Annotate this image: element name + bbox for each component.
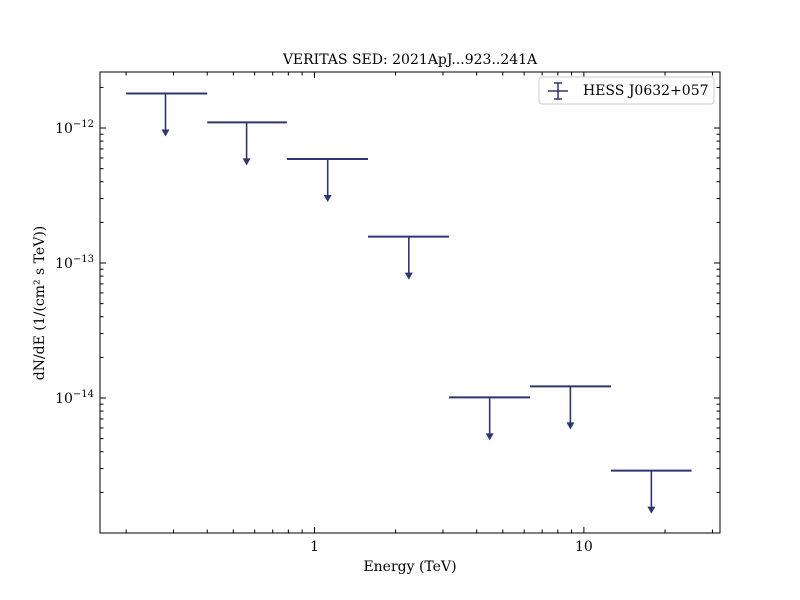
upper-limit-arrow bbox=[647, 506, 656, 514]
upper-limit-point bbox=[530, 385, 611, 430]
upper-limit-arrow bbox=[161, 129, 170, 137]
upper-limit-point bbox=[207, 121, 287, 166]
data-marks bbox=[126, 92, 692, 514]
x-tick-label: 10 bbox=[575, 539, 593, 555]
upper-limit-point bbox=[449, 396, 531, 441]
y-tick-label: 10−14 bbox=[55, 389, 94, 407]
legend-box bbox=[538, 76, 715, 105]
legend: HESS J0632+057 bbox=[538, 76, 715, 105]
tick-labels: 1 10 10−14 10−13 10−12 bbox=[55, 119, 593, 555]
upper-limit-arrow bbox=[485, 433, 494, 441]
legend-entry-label: HESS J0632+057 bbox=[583, 83, 709, 99]
upper-limit-point bbox=[610, 469, 692, 514]
upper-limit-point bbox=[367, 235, 450, 280]
upper-limit-point bbox=[286, 157, 368, 202]
y-tick-label: 10−13 bbox=[55, 254, 94, 272]
upper-limit-arrow bbox=[566, 422, 575, 430]
y-tick-label: 10−12 bbox=[55, 119, 94, 137]
upper-limit-point bbox=[126, 92, 208, 137]
upper-limit-arrow bbox=[323, 194, 332, 202]
x-tick-label: 1 bbox=[310, 539, 319, 555]
upper-limit-arrow bbox=[404, 272, 413, 280]
upper-limit-arrow bbox=[242, 158, 251, 166]
x-axis-label: Energy (TeV) bbox=[363, 559, 456, 575]
y-axis-label: dN/dE (1/(cm² s TeV)) bbox=[32, 226, 48, 381]
legend-marker-icon bbox=[548, 82, 568, 100]
plot-frame bbox=[99, 71, 721, 534]
chart-title: VERITAS SED: 2021ApJ...923..241A bbox=[282, 52, 538, 68]
axis-ticks bbox=[100, 72, 720, 534]
